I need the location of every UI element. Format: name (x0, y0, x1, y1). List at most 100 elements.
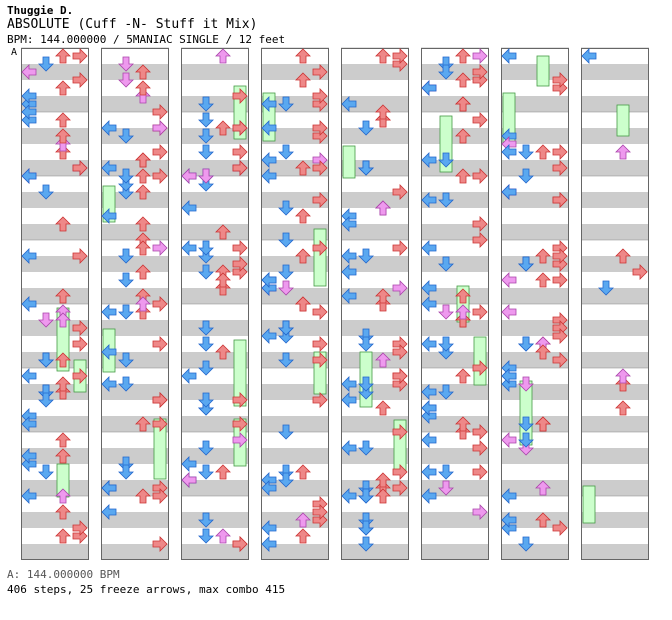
down-arrow (438, 64, 454, 80)
right-arrow (472, 464, 488, 480)
beat-stripe (261, 304, 329, 320)
beat-stripe (421, 400, 489, 416)
beat-stripe (421, 368, 489, 384)
beat-stripe (501, 288, 569, 304)
beat-stripe (581, 256, 649, 272)
beat-stripe (421, 544, 489, 560)
beat-stripe (21, 128, 89, 144)
left-arrow (181, 368, 197, 384)
beat-stripe (181, 160, 249, 176)
right-arrow (472, 440, 488, 456)
right-arrow (392, 480, 408, 496)
beat-stripe (581, 224, 649, 240)
beat-stripe (581, 192, 649, 208)
beat-stripe (421, 192, 489, 208)
up-arrow (455, 288, 471, 304)
left-arrow (21, 104, 37, 120)
up-arrow (295, 248, 311, 264)
left-arrow (181, 240, 197, 256)
beat-stripe (341, 544, 409, 560)
up-arrow (455, 424, 471, 440)
up-arrow (135, 168, 151, 184)
beat-stripe (101, 208, 169, 224)
beat-stripe (341, 448, 409, 464)
down-arrow (118, 168, 134, 184)
beat-stripe (501, 464, 569, 480)
down-arrow (278, 352, 294, 368)
left-arrow (421, 384, 437, 400)
down-arrow (358, 488, 374, 504)
beat-stripe (341, 144, 409, 160)
beat-stripe (181, 416, 249, 432)
right-arrow (312, 504, 328, 520)
down-arrow (358, 120, 374, 136)
beat-stripe (501, 160, 569, 176)
beat-stripe (181, 224, 249, 240)
beat-stripe (21, 464, 89, 480)
beat-stripe (341, 320, 409, 336)
down-arrow (518, 168, 534, 184)
beat-stripe (21, 368, 89, 384)
beat-stripe (21, 176, 89, 192)
left-arrow (261, 96, 277, 112)
beat-stripe (181, 480, 249, 496)
beat-stripe (21, 80, 89, 96)
up-arrow (455, 416, 471, 432)
beat-stripe (341, 368, 409, 384)
up-arrow (135, 488, 151, 504)
beat-stripe (421, 288, 489, 304)
beat-stripe (581, 496, 649, 512)
beat-stripe (21, 96, 89, 112)
down-arrow (278, 320, 294, 336)
left-arrow (181, 472, 197, 488)
down-arrow (518, 336, 534, 352)
down-arrow (118, 272, 134, 288)
beat-stripe (421, 96, 489, 112)
right-arrow (472, 112, 488, 128)
up-arrow (55, 288, 71, 304)
right-arrow (152, 536, 168, 552)
beat-stripe (501, 352, 569, 368)
down-arrow (38, 392, 54, 408)
beat-stripe (21, 384, 89, 400)
up-arrow (375, 288, 391, 304)
right-arrow (232, 88, 248, 104)
chart-column (101, 47, 169, 560)
beat-stripe (501, 272, 569, 288)
right-arrow (392, 240, 408, 256)
beat-stripe (181, 528, 249, 544)
right-arrow (152, 144, 168, 160)
beat-stripe (181, 512, 249, 528)
beat-stripe (501, 240, 569, 256)
beat-stripe (341, 160, 409, 176)
beat-stripe (501, 384, 569, 400)
down-arrow (438, 480, 454, 496)
left-arrow (501, 488, 517, 504)
right-arrow (392, 464, 408, 480)
down-arrow (518, 416, 534, 432)
beat-stripe (421, 112, 489, 128)
right-arrow (72, 320, 88, 336)
beat-stripe (101, 320, 169, 336)
beat-stripe (341, 96, 409, 112)
beat-stripe (181, 176, 249, 192)
beat-stripe (261, 512, 329, 528)
right-arrow (232, 432, 248, 448)
beat-stripe (181, 384, 249, 400)
left-arrow (501, 432, 517, 448)
beat-stripe (261, 352, 329, 368)
up-arrow (375, 112, 391, 128)
beat-stripe (421, 128, 489, 144)
beat-stripe (181, 112, 249, 128)
beat-stripe (261, 64, 329, 80)
beat-stripe (21, 288, 89, 304)
beat-stripe (181, 272, 249, 288)
down-arrow (438, 384, 454, 400)
down-arrow (358, 248, 374, 264)
beat-stripe (341, 192, 409, 208)
down-arrow (518, 432, 534, 448)
left-arrow (261, 168, 277, 184)
beat-stripe (181, 544, 249, 560)
left-arrow (421, 240, 437, 256)
beat-stripe (261, 432, 329, 448)
